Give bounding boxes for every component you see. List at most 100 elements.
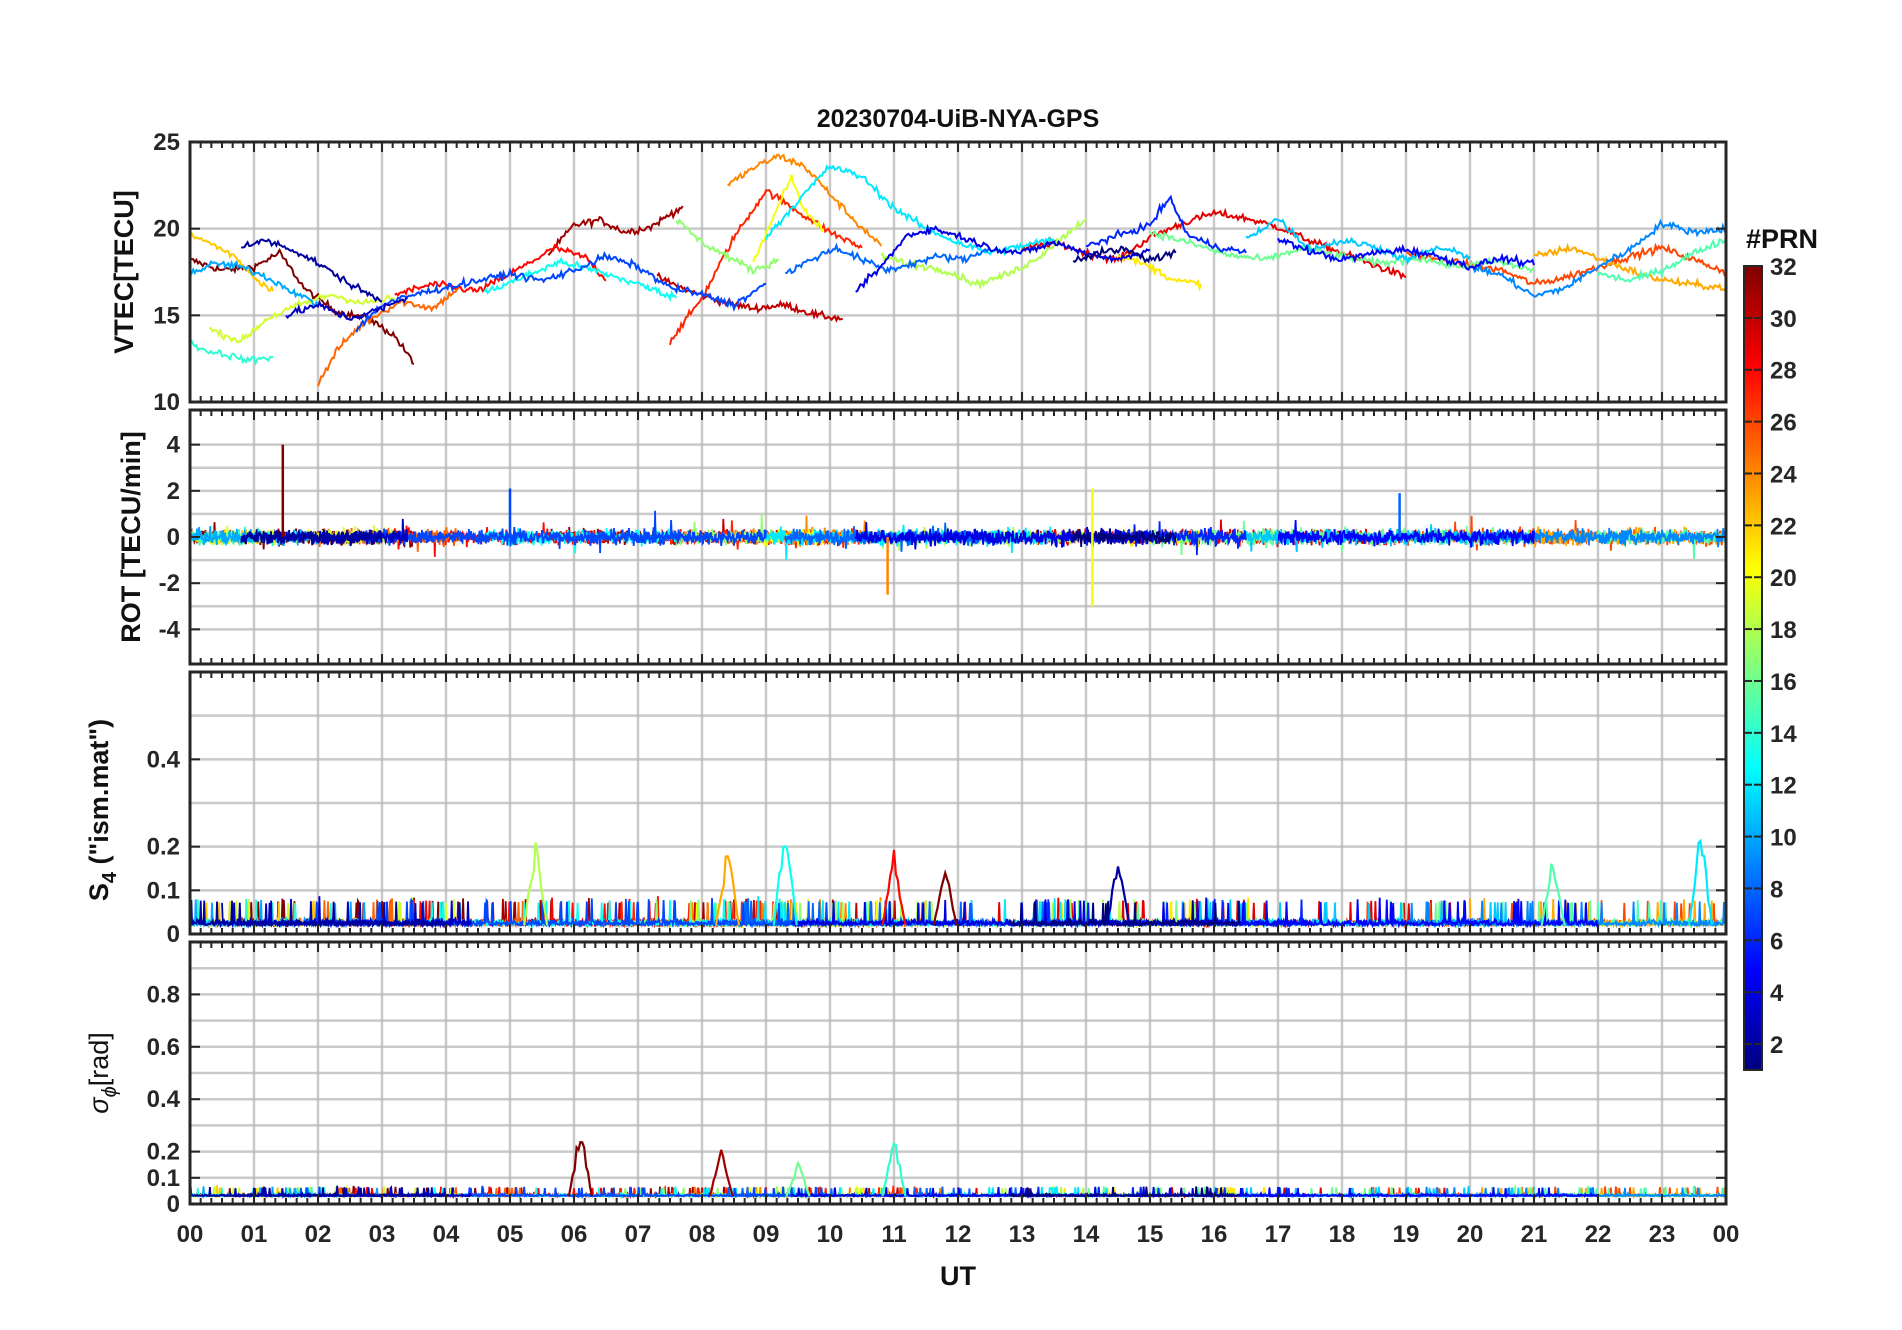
vtec-series-prn-28 (394, 243, 607, 297)
vtec-series-prn-31 (547, 205, 684, 256)
sigma-panel: 00.10.2 0.4 0.6 0.8 (147, 940, 1728, 1218)
vtec-ylabel: VTEC[TECU] (109, 190, 139, 354)
x-tick-label: 00 (1713, 1221, 1740, 1248)
vtec-series-prn-10 (190, 259, 319, 307)
colorbar-tick-label: 14 (1770, 721, 1797, 748)
vtec-series-prn-24 (727, 153, 883, 247)
x-tick-label: 03 (369, 1221, 396, 1248)
colorbar-tick-label: 16 (1770, 669, 1797, 696)
colorbar-tick-label: 6 (1770, 928, 1783, 955)
colorbar-tick-label: 2 (1770, 1032, 1783, 1059)
vtec-series-prn-1 (1072, 244, 1177, 264)
vtec-series-prn-6 (1086, 194, 1247, 255)
x-tick-label: 22 (1585, 1221, 1612, 1248)
vtec-ytick-label: 15 (153, 302, 180, 329)
vtec-series-prn-25 (317, 286, 460, 387)
vtec-series-prn-9 (1469, 218, 1726, 298)
sigma-ylabel-rest: [rad] (84, 1032, 114, 1086)
x-tick-labels: 00 01 02 03 04 05 06 07 08 09 10 11 12 13 14 15 16 17 18 19… (177, 1221, 1740, 1248)
vtec-series-prn-30 (656, 271, 844, 323)
sigma-peak-prn-16 (785, 1160, 811, 1197)
s4-peak-prn-28 (881, 849, 907, 926)
s4-series-prn-7 (291, 897, 831, 929)
x-tick-label: 17 (1265, 1221, 1292, 1248)
colorbar-gradient (1743, 265, 1763, 1071)
vtec-series-prn-14 (190, 339, 274, 367)
vtec-series-prn-20 (752, 174, 825, 263)
vtec-series-prn-17 (675, 218, 779, 276)
sigma-ytick-label: 0.1 (147, 1165, 180, 1192)
sigma-ytick-label: 0.4 (147, 1086, 181, 1113)
sigma-peak-prn-31 (708, 1149, 734, 1197)
vtec-series-prn-13 (483, 256, 678, 303)
vtec-series-prn-26 (1405, 242, 1726, 286)
s4-peak-prn-13 (772, 844, 798, 926)
x-tick-label: 11 (881, 1221, 906, 1248)
rot-panel: -4 -2 0 2 4 (159, 408, 1728, 666)
sigma-peak-prn-32 (567, 1140, 593, 1197)
rot-series-prn-5 (1277, 520, 1535, 548)
sigma-series-prn-4 (791, 1186, 1215, 1199)
vtec-series-prn-15 (1597, 237, 1726, 283)
s4-ylabel-sub: 4 (99, 871, 121, 883)
s4-ytick-label: 0.2 (147, 834, 180, 861)
rot-ytick-label: -4 (159, 616, 181, 643)
s4-ylabel-rest: ("ism.mat") (84, 719, 114, 872)
vtec-panel: 10 15 20 25 (153, 129, 1728, 416)
colorbar-tick-label: 22 (1770, 513, 1797, 540)
sigma-ytick-label: 0 (167, 1191, 180, 1218)
s4-panel: 0 0.1 0.2 0.4 (147, 670, 1728, 948)
sigma-ylabel: σϕ[rad] (84, 1032, 121, 1113)
x-tick-label: 06 (561, 1221, 588, 1248)
rot-series-prn-7 (355, 510, 767, 554)
colorbar-tick-label: 12 (1770, 773, 1797, 800)
s4-series-prn-1 (1008, 899, 1241, 929)
sigma-ytick-label: 0.8 (147, 981, 180, 1008)
rot-ytick-label: 2 (167, 478, 180, 505)
x-tick-label: 08 (689, 1221, 716, 1248)
colorbar-tick-label: 32 (1770, 254, 1797, 281)
rot-ytick-label: 0 (167, 524, 180, 551)
x-tick-label: 05 (497, 1221, 524, 1248)
colorbar-label: #PRN (1746, 224, 1818, 254)
x-tick-label: 02 (305, 1221, 332, 1248)
s4-ylabel: S4 ("ism.mat") (84, 719, 121, 901)
vtec-series-prn-7 (355, 250, 767, 333)
sigma-ylabel-main: σ (84, 1096, 114, 1114)
x-tick-label: 00 (177, 1221, 204, 1248)
sigma-series-prn-1 (1008, 1186, 1241, 1199)
x-axis-label: UT (940, 1261, 976, 1291)
colorbar-tick-label: 28 (1770, 358, 1797, 385)
x-tick-label: 19 (1393, 1221, 1420, 1248)
vtec-series-prn-4 (855, 223, 1151, 293)
s4-peak-prn-32 (932, 868, 958, 926)
vtec-series-prn-12 (765, 164, 1055, 257)
x-tick-label: 13 (1009, 1221, 1036, 1248)
s4-peak-prn-15 (1540, 863, 1566, 926)
vtec-ytick-label: 10 (153, 389, 180, 416)
x-tick-label: 07 (625, 1221, 652, 1248)
colorbar-tick-label: 24 (1770, 461, 1797, 488)
vtec-series-prn-21 (1117, 253, 1203, 293)
vtec-series-prn-22 (190, 232, 275, 292)
x-tick-label: 23 (1649, 1221, 1676, 1248)
x-tick-label: 12 (945, 1221, 972, 1248)
vtec-series-prn-32 (190, 247, 415, 365)
colorbar-tick-label: 20 (1770, 565, 1797, 592)
s4-ytick-label: 0.4 (147, 746, 181, 773)
colorbar-tick-label: 26 (1770, 410, 1797, 437)
s4-peak-prn-12 (1687, 838, 1713, 926)
vtec-series-prn-8 (784, 242, 991, 275)
vtec-series-prn-27 (669, 189, 863, 346)
vtec-series-prn-19 (208, 293, 396, 344)
s4-ytick-label: 0 (167, 921, 180, 948)
vtec-series-prn-5 (1277, 237, 1535, 271)
sigma-ylabel-sub: ϕ (99, 1086, 121, 1097)
rot-series-prn-2 (240, 528, 383, 547)
rot-ytick-label: -2 (159, 570, 180, 597)
s4-peak-prn-23 (715, 854, 741, 926)
vtec-ytick-label: 20 (153, 216, 180, 243)
colorbar-tick-label: 30 (1770, 306, 1797, 333)
